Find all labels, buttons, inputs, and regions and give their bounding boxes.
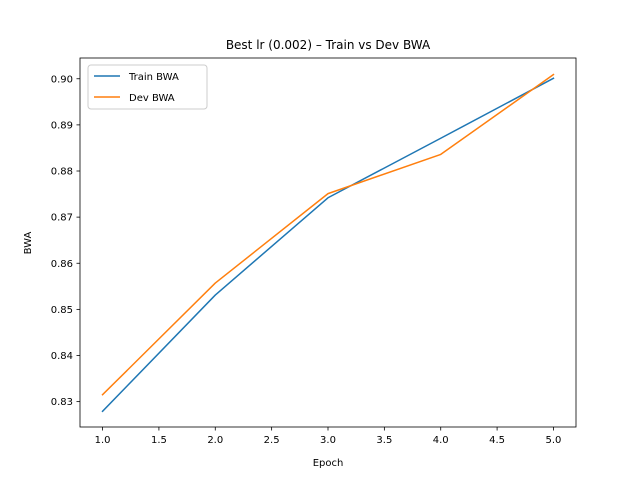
x-axis-ticks: 1.0 1.5 2.0 2.5 3.0 3.5 4.0 4.5 5.0 <box>95 427 562 446</box>
x-tick-label: 2.5 <box>264 435 280 446</box>
legend: Train BWA Dev BWA <box>87 64 208 110</box>
y-tick-label: 0.84 <box>51 351 73 362</box>
y-tick-label: 0.83 <box>51 397 73 408</box>
y-axis-ticks: 0.83 0.84 0.85 0.86 0.87 0.88 0.89 0.90 <box>51 74 80 408</box>
y-tick-label: 0.89 <box>51 120 73 131</box>
y-tick-label: 0.88 <box>51 167 73 178</box>
y-axis-label: BWA <box>23 231 34 254</box>
x-tick-label: 4.5 <box>489 435 505 446</box>
y-tick-label: 0.87 <box>51 213 73 224</box>
x-tick-label: 2.0 <box>207 435 223 446</box>
x-tick-label: 3.0 <box>320 435 336 446</box>
x-axis-label: Epoch <box>313 458 344 469</box>
y-tick-label: 0.90 <box>51 74 73 85</box>
x-tick-label: 3.5 <box>376 435 392 446</box>
y-tick-label: 0.85 <box>51 305 73 316</box>
x-tick-label: 1.0 <box>95 435 111 446</box>
y-tick-label: 0.86 <box>51 259 73 270</box>
legend-label-train-bwa: Train BWA <box>128 72 179 83</box>
series-line-train-bwa <box>101 77 555 413</box>
legend-label-dev-bwa: Dev BWA <box>129 93 175 104</box>
chart-title: Best lr (0.002) – Train vs Dev BWA <box>226 38 431 52</box>
series-line-dev-bwa <box>101 73 555 396</box>
plot-lines <box>101 73 555 413</box>
x-tick-label: 5.0 <box>546 435 562 446</box>
x-tick-label: 1.5 <box>151 435 167 446</box>
x-tick-label: 4.0 <box>433 435 449 446</box>
